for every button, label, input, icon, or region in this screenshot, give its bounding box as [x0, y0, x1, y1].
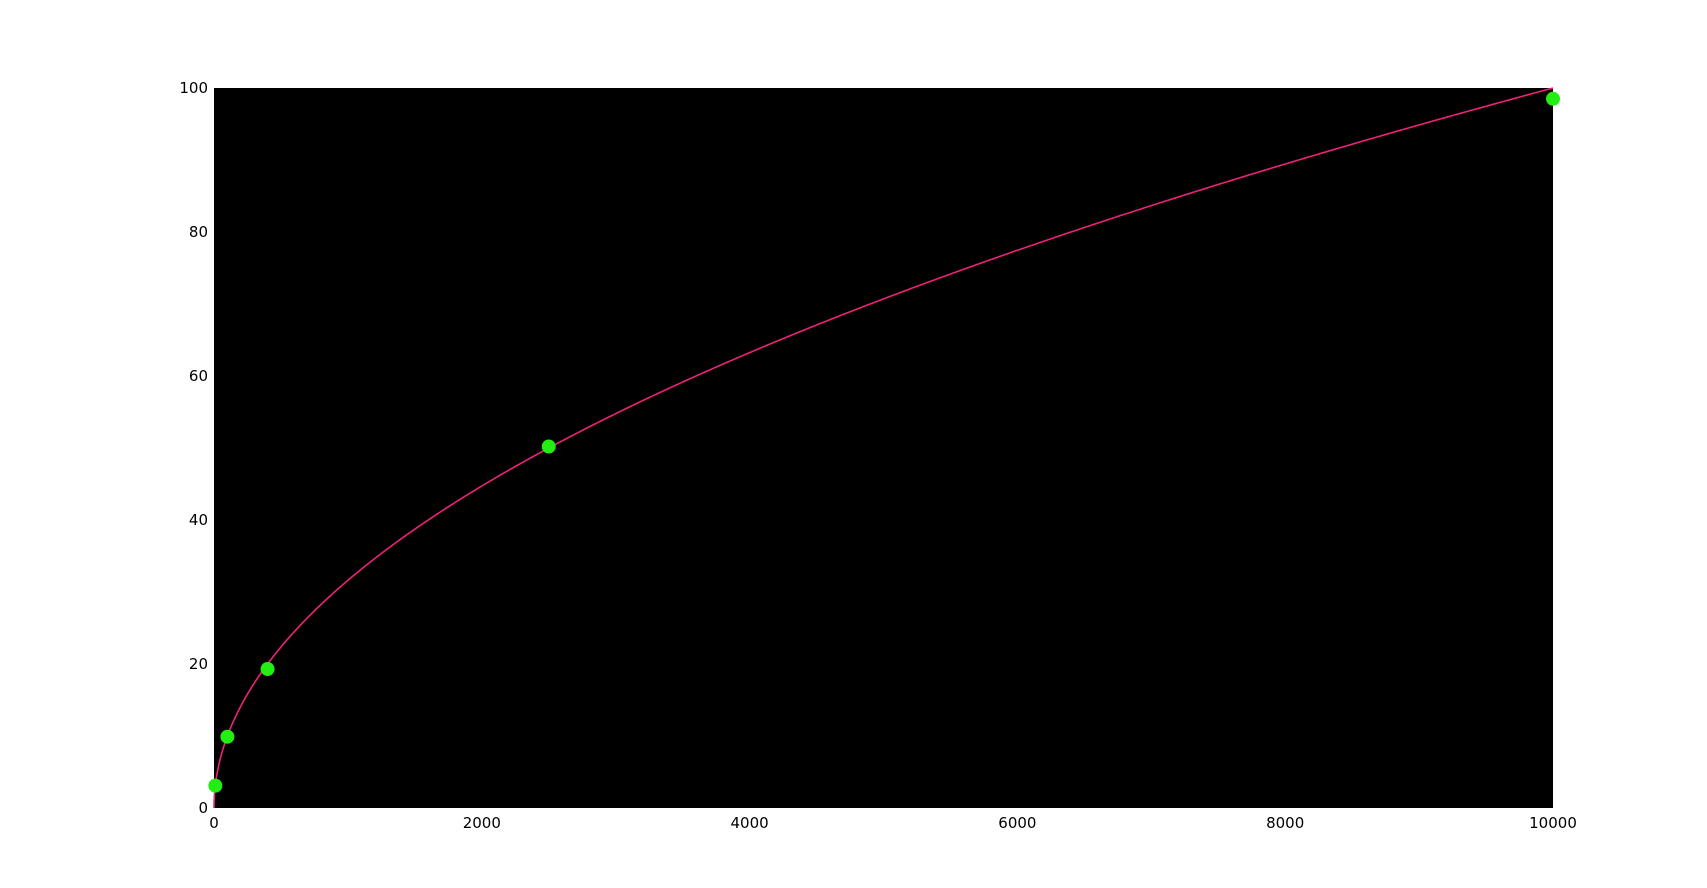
x-tick-label: 10000 [1529, 814, 1577, 832]
data-point [260, 662, 275, 677]
y-tick-label: 80 [189, 223, 208, 241]
y-tick-label: 20 [189, 655, 208, 673]
data-point [208, 778, 223, 793]
data-point [1546, 91, 1560, 106]
x-tick-label: 0 [209, 814, 219, 832]
y-tick-label: 60 [189, 367, 208, 385]
x-tick-label: 8000 [1266, 814, 1304, 832]
x-tick-label: 2000 [463, 814, 501, 832]
y-tick-label: 0 [198, 799, 208, 817]
y-tick-label: 40 [189, 511, 208, 529]
data-point [220, 729, 235, 744]
x-tick-label: 6000 [998, 814, 1036, 832]
x-tick-label: 4000 [731, 814, 769, 832]
data-point [541, 439, 556, 454]
y-tick-label: 100 [179, 79, 208, 97]
plot-area [214, 88, 1553, 808]
x-axis: 0 2000 4000 6000 8000 10000 [209, 814, 1577, 832]
data-points [208, 91, 1560, 793]
y-axis: 0 20 40 60 80 100 [179, 79, 208, 817]
